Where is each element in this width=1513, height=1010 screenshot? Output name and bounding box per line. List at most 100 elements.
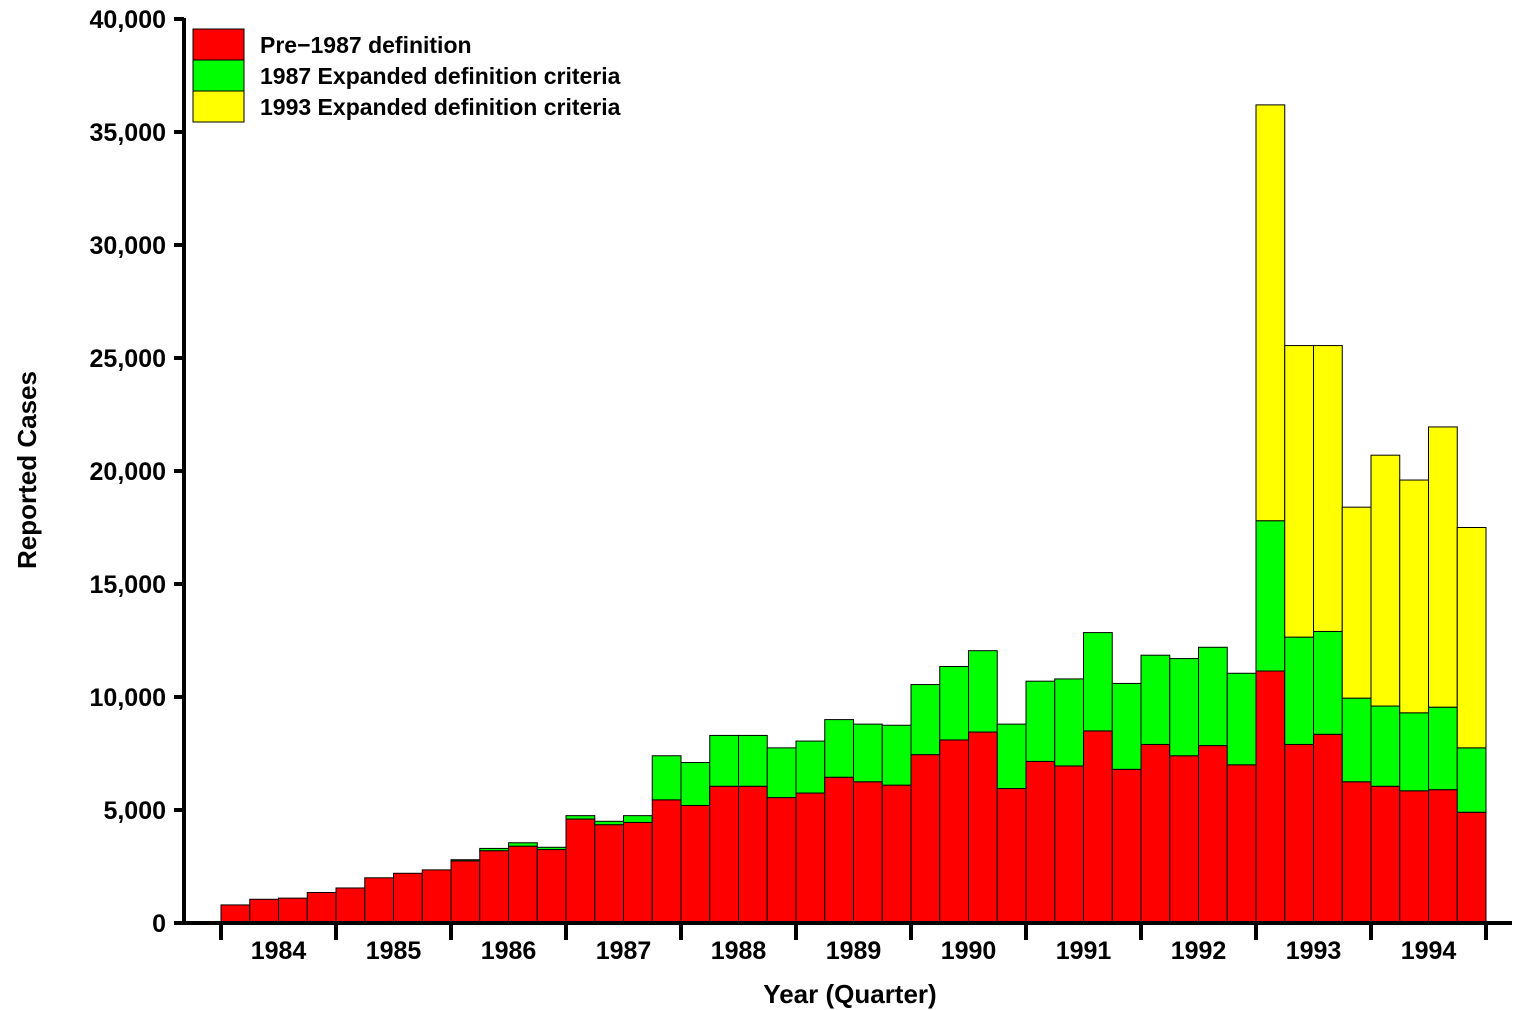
bar-segment-3-1993-q4 xyxy=(1341,506,1372,699)
bar-segment-1-1987-q3 xyxy=(623,821,653,924)
y-tick-label: 40,000 xyxy=(90,6,166,34)
bar-segment-2-1993-q4 xyxy=(1341,697,1372,783)
bar-segment-2-1989-q3 xyxy=(853,723,883,783)
y-tick-label: 15,000 xyxy=(90,571,166,599)
legend-swatch-2 xyxy=(192,59,245,92)
bar-segment-1-1991-q3 xyxy=(1083,730,1113,924)
bar-segment-1-1984-q3 xyxy=(278,897,308,924)
y-tick-label: 30,000 xyxy=(90,232,166,260)
bar-segment-1-1994-q3 xyxy=(1428,789,1458,924)
bar-segment-3-1994-q2 xyxy=(1399,479,1429,714)
bar-segment-2-1992-q2 xyxy=(1169,658,1199,757)
bar-segment-1-1988-q4 xyxy=(766,797,797,924)
bar-segment-1-1990-q2 xyxy=(939,739,969,924)
bar-segment-1-1992-q4 xyxy=(1226,764,1257,924)
legend-label-3: 1993 Expanded definition criteria xyxy=(260,94,621,120)
bar-segment-2-1994-q3 xyxy=(1428,706,1458,791)
bar-segment-1-1984-q2 xyxy=(249,898,279,924)
bar-segment-2-1988-q2 xyxy=(709,734,739,787)
bar-segment-2-1990-q1 xyxy=(910,684,941,756)
bar-segment-2-1989-q4 xyxy=(881,724,912,786)
bar-segment-2-1990-q3 xyxy=(968,650,998,733)
x-tick-label-1986: 1986 xyxy=(481,937,537,965)
y-tick-label: 5,000 xyxy=(103,797,166,825)
x-tick-label-1991: 1991 xyxy=(1056,937,1112,965)
bar-segment-1-1991-q1 xyxy=(1025,760,1056,924)
bar-segment-2-1987-q1 xyxy=(565,815,596,820)
x-tick-label-1993: 1993 xyxy=(1286,937,1342,965)
bar-segment-1-1989-q1 xyxy=(795,792,826,924)
bar-segment-3-1993-q1 xyxy=(1255,104,1286,522)
bar-segment-1-1989-q4 xyxy=(881,784,912,924)
bar-segment-1-1988-q2 xyxy=(709,785,739,924)
bar-segment-2-1993-q3 xyxy=(1313,630,1343,735)
bar-segment-2-1988-q3 xyxy=(738,734,768,787)
bar-segment-2-1993-q2 xyxy=(1284,636,1314,745)
bar-segment-3-1994-q3 xyxy=(1428,426,1458,708)
bar-segment-1-1984-q4 xyxy=(306,891,337,924)
bar-segment-1-1990-q4 xyxy=(996,788,1027,924)
bars-group xyxy=(220,104,1487,924)
bar-segment-2-1991-q1 xyxy=(1025,680,1056,762)
bar-segment-2-1994-q4 xyxy=(1456,747,1487,813)
legend-label-2: 1987 Expanded definition criteria xyxy=(260,63,621,89)
bar-segment-1-1994-q2 xyxy=(1399,790,1429,924)
bar-segment-1-1987-q1 xyxy=(565,818,596,924)
bar-segment-2-1989-q2 xyxy=(824,719,854,778)
y-tick-label: 0 xyxy=(152,910,166,938)
y-tick-label: 10,000 xyxy=(90,684,166,712)
bar-segment-1-1989-q2 xyxy=(824,776,854,924)
x-tick-label-1989: 1989 xyxy=(826,937,882,965)
bar-segment-1-1993-q2 xyxy=(1284,743,1314,924)
bar-segment-2-1992-q1 xyxy=(1140,654,1171,745)
bar-segment-2-1991-q2 xyxy=(1054,678,1084,767)
bar-segment-2-1991-q4 xyxy=(1111,682,1142,770)
bar-segment-1-1994-q4 xyxy=(1456,811,1487,924)
bar-segment-1-1992-q3 xyxy=(1198,745,1228,924)
bar-segment-2-1986-q1 xyxy=(450,859,481,862)
y-tick-label: 35,000 xyxy=(90,119,166,147)
bar-segment-1-1993-q3 xyxy=(1313,733,1343,924)
legend-swatch-3 xyxy=(192,90,245,123)
bar-segment-2-1988-q4 xyxy=(766,747,797,799)
bar-segment-2-1990-q4 xyxy=(996,723,1027,790)
legend: Pre−1987 definition 1987 Expanded definit… xyxy=(192,28,621,123)
bar-segment-2-1991-q3 xyxy=(1083,632,1113,732)
y-tick-label: 20,000 xyxy=(90,458,166,486)
bar-segment-1-1990-q1 xyxy=(910,754,941,924)
bar-segment-3-1994-q4 xyxy=(1456,527,1487,749)
bar-segment-1-1991-q2 xyxy=(1054,765,1084,924)
x-tick-label-1985: 1985 xyxy=(366,937,422,965)
bar-segment-2-1986-q3 xyxy=(508,842,538,847)
bar-segment-1-1988-q3 xyxy=(738,785,768,924)
bar-segment-1-1987-q4 xyxy=(651,799,682,924)
bar-segment-1-1986-q1 xyxy=(450,860,481,924)
bar-segment-2-1987-q3 xyxy=(623,815,653,823)
bar-segment-1-1993-q1 xyxy=(1255,670,1286,924)
bar-segment-1-1990-q3 xyxy=(968,731,998,924)
x-tick-label-1987: 1987 xyxy=(596,937,652,965)
bar-segment-2-1992-q4 xyxy=(1226,672,1257,766)
x-axis-title: Year (Quarter) xyxy=(763,979,936,1009)
x-tick-label-1988: 1988 xyxy=(711,937,767,965)
bar-segment-2-1989-q1 xyxy=(795,740,826,794)
bar-segment-1-1991-q4 xyxy=(1111,768,1142,924)
y-axis-title: Reported Cases xyxy=(12,371,42,569)
bar-segment-2-1986-q4 xyxy=(536,846,567,851)
legend-label-1: Pre−1987 definition xyxy=(260,32,472,58)
bar-segment-2-1987-q2 xyxy=(594,820,624,826)
legend-swatch-1 xyxy=(192,28,245,61)
bar-segment-1-1986-q4 xyxy=(536,849,567,924)
bar-segment-1-1986-q2 xyxy=(479,850,509,924)
x-tick-label-1990: 1990 xyxy=(941,937,997,965)
bar-segment-1-1985-q3 xyxy=(393,872,423,924)
bar-segment-3-1994-q1 xyxy=(1370,454,1401,707)
bar-segment-2-1987-q4 xyxy=(651,755,682,801)
bar-segment-1-1986-q3 xyxy=(508,845,538,924)
bar-segment-1-1992-q1 xyxy=(1140,743,1171,924)
bar-segment-1-1985-q2 xyxy=(364,877,394,924)
bar-segment-1-1992-q2 xyxy=(1169,755,1199,924)
bar-segment-2-1994-q2 xyxy=(1399,712,1429,792)
bar-segment-2-1990-q2 xyxy=(939,665,969,741)
bar-segment-1-1984-q1 xyxy=(220,904,251,924)
